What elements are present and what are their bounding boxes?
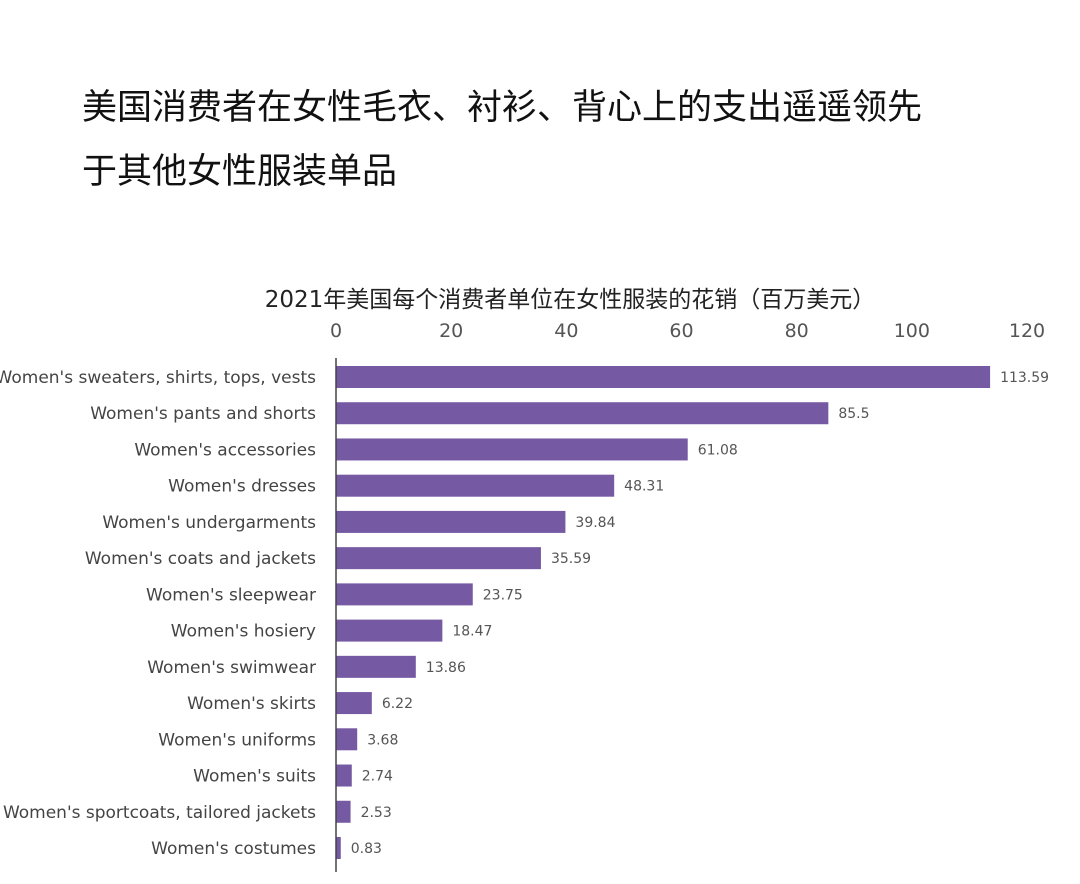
- bar: [336, 510, 566, 533]
- category-label: Women's dresses: [168, 477, 316, 497]
- category-label: Women's swimwear: [147, 658, 316, 678]
- x-tick-label: 20: [439, 320, 463, 342]
- x-tick-label: 120: [1009, 320, 1045, 342]
- bar: [336, 366, 991, 388]
- bar: [336, 547, 541, 570]
- category-label: Women's pants and shorts: [90, 404, 316, 424]
- data-label: 39.84: [575, 515, 615, 531]
- x-tick-label: 40: [554, 320, 578, 342]
- x-tick-label: 80: [785, 320, 809, 342]
- category-label: Women's skirts: [187, 694, 316, 714]
- category-label: Women's accessories: [134, 440, 316, 460]
- data-label: 6.22: [382, 696, 413, 712]
- category-label: Women's suits: [193, 767, 316, 787]
- bar: [336, 583, 473, 606]
- data-label: 61.08: [698, 442, 738, 458]
- bar: [336, 655, 416, 678]
- data-label: 35.59: [551, 551, 591, 567]
- bar: [336, 764, 352, 787]
- data-label: 48.31: [624, 479, 664, 495]
- data-label: 3.68: [367, 732, 398, 748]
- bar: [336, 438, 688, 461]
- data-label: 18.47: [452, 624, 492, 640]
- category-label: Women's sportcoats, tailored jackets: [3, 803, 316, 823]
- x-tick-label: 60: [669, 320, 693, 342]
- category-label: Women's sleepwear: [146, 585, 316, 605]
- category-label: Women's hosiery: [171, 622, 316, 642]
- chart-title: 2021年美国每个消费者单位在女性服装的花销（百万美元）: [264, 287, 876, 313]
- headline-line-1: 美国消费者在女性毛衣、衬衫、背心上的支出遥遥领先: [82, 88, 923, 128]
- data-label: 0.83: [351, 841, 382, 857]
- bar: [336, 692, 372, 715]
- category-label: Women's coats and jackets: [85, 549, 316, 569]
- data-label: 23.75: [483, 587, 523, 603]
- data-label: 13.86: [426, 660, 466, 676]
- data-label: 2.53: [361, 805, 392, 821]
- data-label: 85.5: [838, 406, 869, 422]
- bar: [336, 402, 829, 425]
- category-label: Women's sweaters, shirts, tops, vests: [0, 368, 316, 388]
- x-tick-label: 100: [894, 320, 930, 342]
- bar: [336, 836, 341, 859]
- category-label: Women's costumes: [151, 839, 316, 859]
- x-tick-label: 0: [330, 320, 342, 342]
- category-label: Women's uniforms: [158, 730, 316, 750]
- bar: [336, 800, 351, 823]
- bar: [336, 474, 615, 497]
- bar: [336, 619, 443, 642]
- bar: [336, 728, 358, 751]
- headline: 美国消费者在女性毛衣、衬衫、背心上的支出遥遥领先 于其他女性服装单品: [82, 76, 922, 204]
- category-label: Women's undergarments: [102, 513, 316, 533]
- data-label: 113.59: [1000, 370, 1049, 386]
- headline-line-2: 于其他女性服装单品: [82, 152, 398, 192]
- data-label: 2.74: [362, 769, 393, 785]
